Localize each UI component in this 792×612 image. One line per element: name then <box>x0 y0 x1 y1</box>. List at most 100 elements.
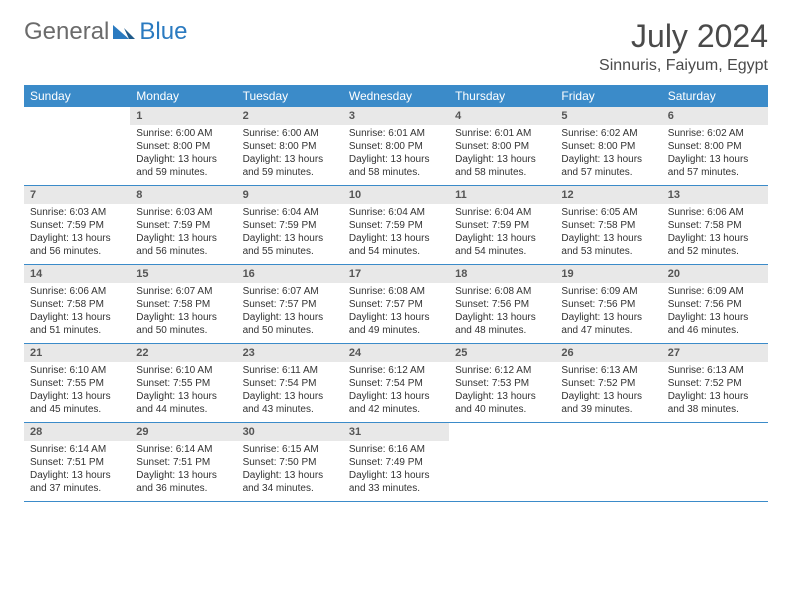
day-cell: 4Sunrise: 6:01 AMSunset: 8:00 PMDaylight… <box>449 107 555 185</box>
day-cell: 30Sunrise: 6:15 AMSunset: 7:50 PMDayligh… <box>237 423 343 501</box>
day-number: 27 <box>662 344 768 362</box>
day-cell: 28Sunrise: 6:14 AMSunset: 7:51 PMDayligh… <box>24 423 130 501</box>
daylight-text: Daylight: 13 hours and 51 minutes. <box>30 311 124 337</box>
day-number: 6 <box>662 107 768 125</box>
sunset-text: Sunset: 7:50 PM <box>243 456 337 469</box>
day-content: Sunrise: 6:12 AMSunset: 7:53 PMDaylight:… <box>449 362 555 420</box>
day-cell: 14Sunrise: 6:06 AMSunset: 7:58 PMDayligh… <box>24 265 130 343</box>
day-number: 1 <box>130 107 236 125</box>
daylight-text: Daylight: 13 hours and 44 minutes. <box>136 390 230 416</box>
day-content: Sunrise: 6:06 AMSunset: 7:58 PMDaylight:… <box>662 204 768 262</box>
daylight-text: Daylight: 13 hours and 58 minutes. <box>455 153 549 179</box>
sunrise-text: Sunrise: 6:10 AM <box>136 364 230 377</box>
sunrise-text: Sunrise: 6:02 AM <box>561 127 655 140</box>
daylight-text: Daylight: 13 hours and 43 minutes. <box>243 390 337 416</box>
day-content: Sunrise: 6:01 AMSunset: 8:00 PMDaylight:… <box>449 125 555 183</box>
day-cell: 7Sunrise: 6:03 AMSunset: 7:59 PMDaylight… <box>24 186 130 264</box>
week-row: 14Sunrise: 6:06 AMSunset: 7:58 PMDayligh… <box>24 265 768 344</box>
day-content: Sunrise: 6:00 AMSunset: 8:00 PMDaylight:… <box>237 125 343 183</box>
day-cell: 21Sunrise: 6:10 AMSunset: 7:55 PMDayligh… <box>24 344 130 422</box>
sunrise-text: Sunrise: 6:09 AM <box>668 285 762 298</box>
sunset-text: Sunset: 7:58 PM <box>136 298 230 311</box>
day-content: Sunrise: 6:11 AMSunset: 7:54 PMDaylight:… <box>237 362 343 420</box>
sunset-text: Sunset: 7:59 PM <box>349 219 443 232</box>
sunrise-text: Sunrise: 6:14 AM <box>30 443 124 456</box>
day-content: Sunrise: 6:06 AMSunset: 7:58 PMDaylight:… <box>24 283 130 341</box>
calendar: Sunday Monday Tuesday Wednesday Thursday… <box>24 85 768 502</box>
day-content: Sunrise: 6:08 AMSunset: 7:56 PMDaylight:… <box>449 283 555 341</box>
day-number: 21 <box>24 344 130 362</box>
sunset-text: Sunset: 7:58 PM <box>30 298 124 311</box>
day-number: 22 <box>130 344 236 362</box>
daylight-text: Daylight: 13 hours and 56 minutes. <box>136 232 230 258</box>
day-number: 19 <box>555 265 661 283</box>
sunrise-text: Sunrise: 6:00 AM <box>136 127 230 140</box>
sunset-text: Sunset: 8:00 PM <box>455 140 549 153</box>
day-header-friday: Friday <box>555 85 661 107</box>
day-cell: 23Sunrise: 6:11 AMSunset: 7:54 PMDayligh… <box>237 344 343 422</box>
daylight-text: Daylight: 13 hours and 53 minutes. <box>561 232 655 258</box>
sunset-text: Sunset: 7:56 PM <box>455 298 549 311</box>
day-cell: 15Sunrise: 6:07 AMSunset: 7:58 PMDayligh… <box>130 265 236 343</box>
sunrise-text: Sunrise: 6:09 AM <box>561 285 655 298</box>
day-number: 18 <box>449 265 555 283</box>
sunrise-text: Sunrise: 6:12 AM <box>349 364 443 377</box>
sunset-text: Sunset: 7:51 PM <box>30 456 124 469</box>
week-row: 1Sunrise: 6:00 AMSunset: 8:00 PMDaylight… <box>24 107 768 186</box>
day-number: 13 <box>662 186 768 204</box>
daylight-text: Daylight: 13 hours and 50 minutes. <box>136 311 230 337</box>
day-header-thursday: Thursday <box>449 85 555 107</box>
day-content: Sunrise: 6:07 AMSunset: 7:58 PMDaylight:… <box>130 283 236 341</box>
sunrise-text: Sunrise: 6:01 AM <box>455 127 549 140</box>
day-number: 25 <box>449 344 555 362</box>
day-number: 10 <box>343 186 449 204</box>
week-row: 28Sunrise: 6:14 AMSunset: 7:51 PMDayligh… <box>24 423 768 502</box>
day-content: Sunrise: 6:00 AMSunset: 8:00 PMDaylight:… <box>130 125 236 183</box>
day-number: 29 <box>130 423 236 441</box>
day-content: Sunrise: 6:02 AMSunset: 8:00 PMDaylight:… <box>662 125 768 183</box>
sunset-text: Sunset: 7:51 PM <box>136 456 230 469</box>
day-number: 17 <box>343 265 449 283</box>
sunrise-text: Sunrise: 6:03 AM <box>30 206 124 219</box>
day-number: 28 <box>24 423 130 441</box>
daylight-text: Daylight: 13 hours and 46 minutes. <box>668 311 762 337</box>
day-content: Sunrise: 6:14 AMSunset: 7:51 PMDaylight:… <box>24 441 130 499</box>
sunrise-text: Sunrise: 6:04 AM <box>243 206 337 219</box>
day-number: 5 <box>555 107 661 125</box>
sunset-text: Sunset: 7:49 PM <box>349 456 443 469</box>
sunrise-text: Sunrise: 6:02 AM <box>668 127 762 140</box>
day-cell <box>555 423 661 501</box>
sunset-text: Sunset: 7:52 PM <box>561 377 655 390</box>
sunrise-text: Sunrise: 6:04 AM <box>455 206 549 219</box>
day-header-saturday: Saturday <box>662 85 768 107</box>
day-number: 24 <box>343 344 449 362</box>
day-header-wednesday: Wednesday <box>343 85 449 107</box>
month-title: July 2024 <box>599 18 768 55</box>
week-row: 7Sunrise: 6:03 AMSunset: 7:59 PMDaylight… <box>24 186 768 265</box>
sunset-text: Sunset: 8:00 PM <box>349 140 443 153</box>
sunrise-text: Sunrise: 6:10 AM <box>30 364 124 377</box>
day-content: Sunrise: 6:10 AMSunset: 7:55 PMDaylight:… <box>24 362 130 420</box>
week-row: 21Sunrise: 6:10 AMSunset: 7:55 PMDayligh… <box>24 344 768 423</box>
day-cell <box>24 107 130 185</box>
daylight-text: Daylight: 13 hours and 34 minutes. <box>243 469 337 495</box>
sunset-text: Sunset: 8:00 PM <box>561 140 655 153</box>
day-cell: 1Sunrise: 6:00 AMSunset: 8:00 PMDaylight… <box>130 107 236 185</box>
day-cell: 31Sunrise: 6:16 AMSunset: 7:49 PMDayligh… <box>343 423 449 501</box>
day-cell: 20Sunrise: 6:09 AMSunset: 7:56 PMDayligh… <box>662 265 768 343</box>
sunrise-text: Sunrise: 6:08 AM <box>455 285 549 298</box>
sunset-text: Sunset: 7:53 PM <box>455 377 549 390</box>
daylight-text: Daylight: 13 hours and 37 minutes. <box>30 469 124 495</box>
day-cell: 16Sunrise: 6:07 AMSunset: 7:57 PMDayligh… <box>237 265 343 343</box>
sunrise-text: Sunrise: 6:16 AM <box>349 443 443 456</box>
day-content: Sunrise: 6:03 AMSunset: 7:59 PMDaylight:… <box>24 204 130 262</box>
logo-text-general: General <box>24 18 109 46</box>
sunset-text: Sunset: 7:59 PM <box>30 219 124 232</box>
sunset-text: Sunset: 7:57 PM <box>349 298 443 311</box>
day-content: Sunrise: 6:15 AMSunset: 7:50 PMDaylight:… <box>237 441 343 499</box>
daylight-text: Daylight: 13 hours and 40 minutes. <box>455 390 549 416</box>
day-cell: 11Sunrise: 6:04 AMSunset: 7:59 PMDayligh… <box>449 186 555 264</box>
day-cell: 2Sunrise: 6:00 AMSunset: 8:00 PMDaylight… <box>237 107 343 185</box>
sunrise-text: Sunrise: 6:08 AM <box>349 285 443 298</box>
sunrise-text: Sunrise: 6:06 AM <box>668 206 762 219</box>
